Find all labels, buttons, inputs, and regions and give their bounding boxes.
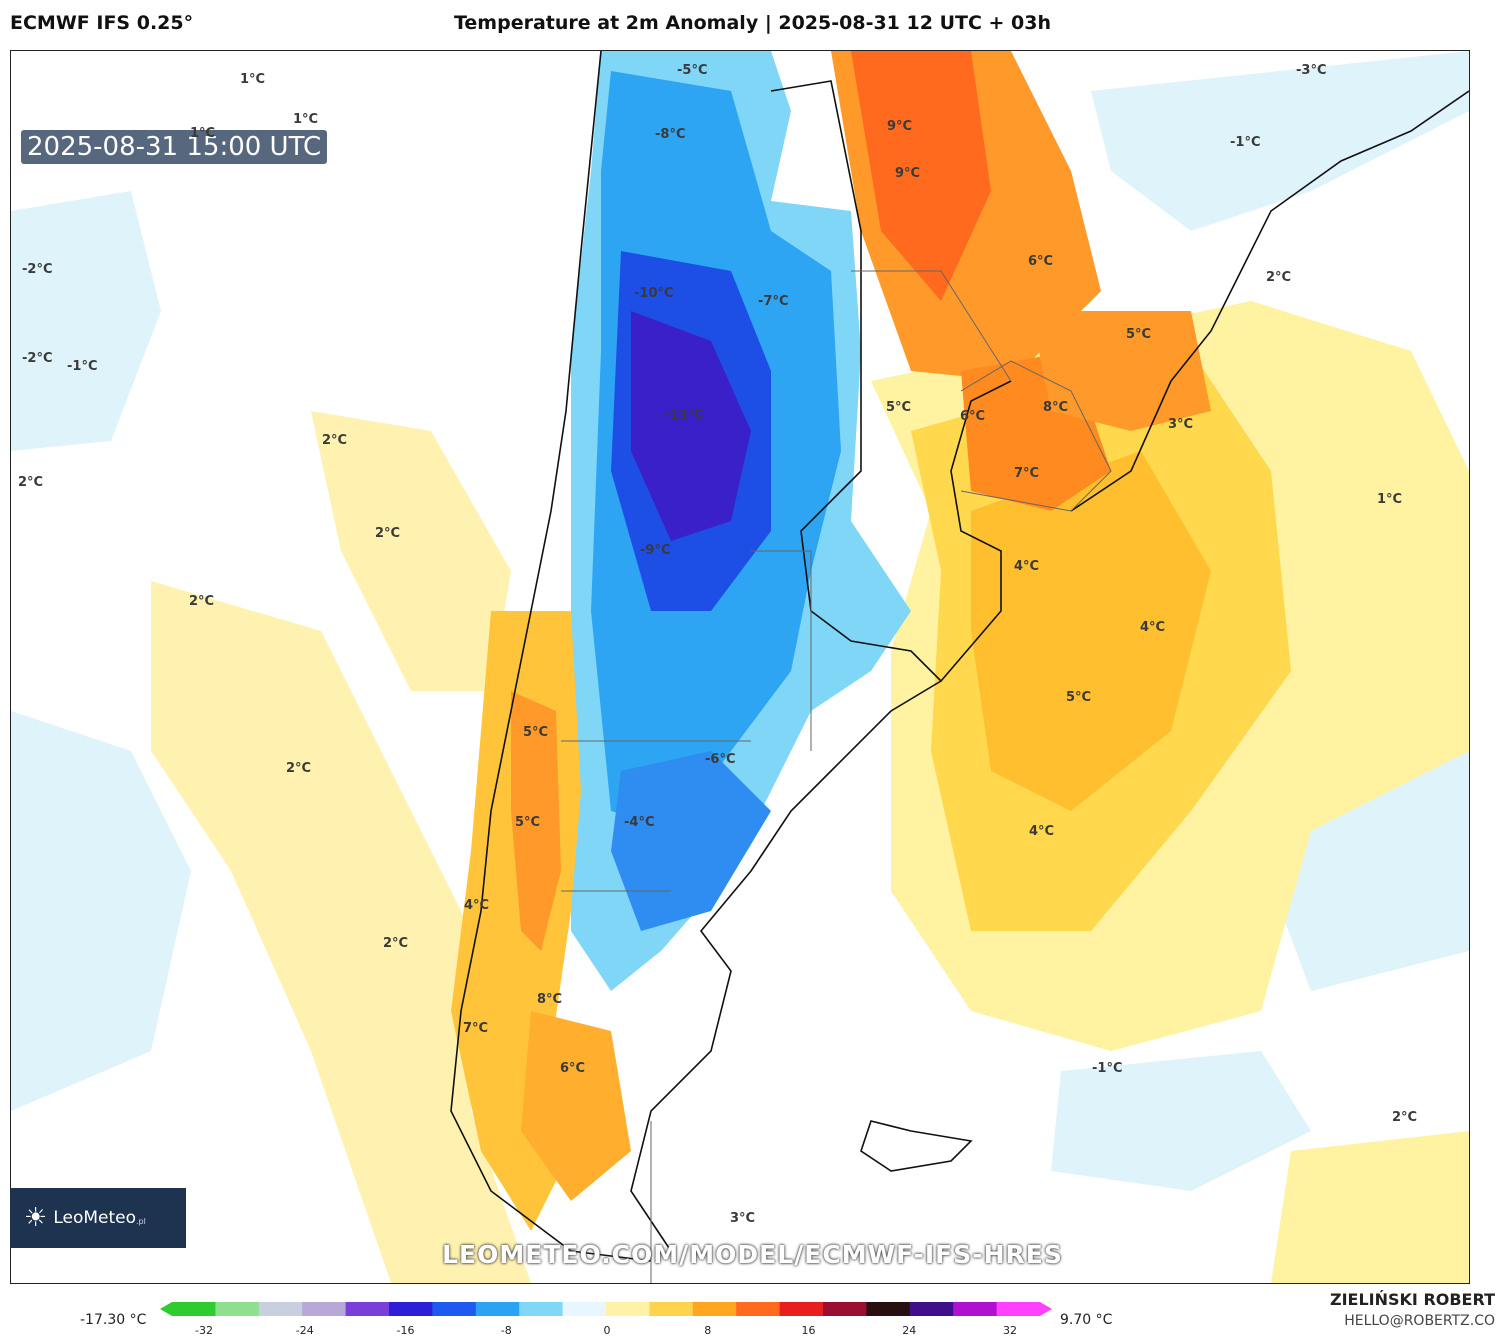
colorbar-segment (215, 1302, 260, 1316)
temp-label: 2°C (375, 526, 401, 541)
pacific-warm-band (151, 411, 531, 1283)
colorbar-segment (345, 1302, 390, 1316)
colorbar-segment (953, 1302, 998, 1316)
temp-label: -9°C (640, 543, 671, 558)
temp-label: -1°C (67, 359, 98, 374)
colorbar-min-label: -17.30 °C (80, 1312, 147, 1328)
colorbar-tick-label: 24 (902, 1324, 917, 1337)
colorbar-segment (475, 1302, 520, 1316)
temp-label: 6°C (960, 409, 986, 424)
temp-label: 1°C (240, 72, 266, 87)
colorbar-tick-label: -8 (500, 1324, 512, 1337)
colorbar-segment (866, 1302, 911, 1316)
colorbar-tick-label: 16 (801, 1324, 816, 1337)
colorbar-max-label: 9.70 °C (1060, 1312, 1113, 1328)
colorbar-segment (258, 1302, 303, 1316)
temp-label: 5°C (1066, 690, 1092, 705)
northern-warm-core (831, 51, 1211, 511)
temp-label: 4°C (464, 898, 490, 913)
colorbar-segment (172, 1302, 216, 1316)
colorbar-segment (736, 1302, 781, 1316)
temp-label: 2°C (383, 936, 409, 951)
temp-label: 1°C (1377, 492, 1403, 507)
temp-label: 3°C (730, 1211, 756, 1226)
temp-label: 6°C (1028, 254, 1054, 269)
temp-label: 7°C (1014, 466, 1040, 481)
colorbar-extend-low (160, 1302, 172, 1316)
colorbar-tick-label: -16 (396, 1324, 415, 1337)
temp-label: 4°C (1029, 824, 1055, 839)
temp-label: -10°C (634, 286, 674, 301)
temp-label: 3°C (1168, 417, 1194, 432)
colorbar-segment (432, 1302, 477, 1316)
temp-label: 2°C (1266, 270, 1292, 285)
colorbar-segment (909, 1302, 954, 1316)
temp-label: -2°C (22, 262, 53, 277)
temp-label: -8°C (655, 127, 686, 142)
colorbar-segment (519, 1302, 564, 1316)
temp-label: 2°C (322, 433, 348, 448)
temp-label: 2°C (286, 761, 312, 776)
temp-label: 9°C (887, 119, 913, 134)
valid-time-badge: 2025-08-31 15:00 UTC (21, 130, 328, 164)
logo-text: LeoMeteo (53, 1208, 136, 1228)
colorbar-tick-label: 32 (1003, 1324, 1017, 1337)
temp-label: 1°C (293, 112, 319, 127)
temp-label: 5°C (886, 400, 912, 415)
temp-label: -4°C (624, 815, 655, 830)
colorbar (160, 1302, 1052, 1316)
political-borders (561, 270, 1112, 1283)
cold-core (571, 51, 911, 991)
temp-label: 1°C (190, 126, 216, 141)
temp-label: -3°C (1296, 63, 1327, 78)
temp-label: -5°C (677, 63, 708, 78)
patagonia-warm-strip (451, 611, 631, 1231)
colorbar-tick-label: -32 (195, 1324, 213, 1337)
colorbar-segment (779, 1302, 824, 1316)
coastlines (450, 51, 1469, 1262)
temp-label: -1°C (1092, 1061, 1123, 1076)
temp-label: 5°C (515, 815, 541, 830)
temp-label: -13°C (664, 408, 704, 423)
colorbar-segment (996, 1302, 1041, 1316)
model-name: ECMWF IFS 0.25° (10, 12, 194, 34)
author-email[interactable]: HELLO@ROBERTZ.CO (1344, 1313, 1495, 1329)
colorbar-tick-label: 0 (603, 1324, 611, 1337)
logo-suffix: .pl (136, 1216, 146, 1226)
source-watermark: LEOMETEO.COM/MODEL/ECMWF-IFS-HRES (442, 1240, 1063, 1269)
temp-label: 2°C (1392, 1110, 1418, 1125)
temp-label: 4°C (1140, 620, 1166, 635)
colorbar-segment (562, 1302, 607, 1316)
temp-label: 5°C (523, 725, 549, 740)
colorbar-tick-label: -24 (295, 1324, 314, 1337)
temp-label: 4°C (1014, 559, 1040, 574)
leometeo-logo[interactable]: ☀ LeoMeteo .pl (10, 1188, 186, 1248)
temp-label: 2°C (18, 475, 44, 490)
colorbar-segment (692, 1302, 737, 1316)
colorbar-tick-label: 8 (704, 1324, 712, 1337)
sun-icon: ☀ (24, 1203, 48, 1233)
temp-label: -1°C (1230, 135, 1261, 150)
colorbar-segment (606, 1302, 650, 1316)
colorbar-segment (649, 1302, 694, 1316)
temp-label: -7°C (758, 294, 789, 309)
colorbar-segment (823, 1302, 867, 1316)
temp-label: 5°C (1126, 327, 1152, 342)
anomaly-map (11, 51, 1469, 1283)
temp-label: 8°C (537, 992, 563, 1007)
temp-label: 8°C (1043, 400, 1069, 415)
temp-label: -6°C (705, 752, 736, 767)
chart-title: Temperature at 2m Anomaly | 2025-08-31 1… (453, 12, 1052, 34)
temp-label: 6°C (560, 1061, 586, 1076)
colorbar-segment (302, 1302, 347, 1316)
temp-label: -2°C (22, 351, 53, 366)
colorbar-segment (389, 1302, 433, 1316)
temp-label: 7°C (463, 1021, 489, 1036)
colorbar-extend-high (1040, 1302, 1052, 1316)
temp-label: 2°C (189, 594, 215, 609)
temp-label: 9°C (895, 166, 921, 181)
map-panel[interactable]: 2025-08-31 15:00 UTC (10, 50, 1470, 1284)
author-name: ZIELIŃSKI ROBERT (1329, 1290, 1495, 1309)
